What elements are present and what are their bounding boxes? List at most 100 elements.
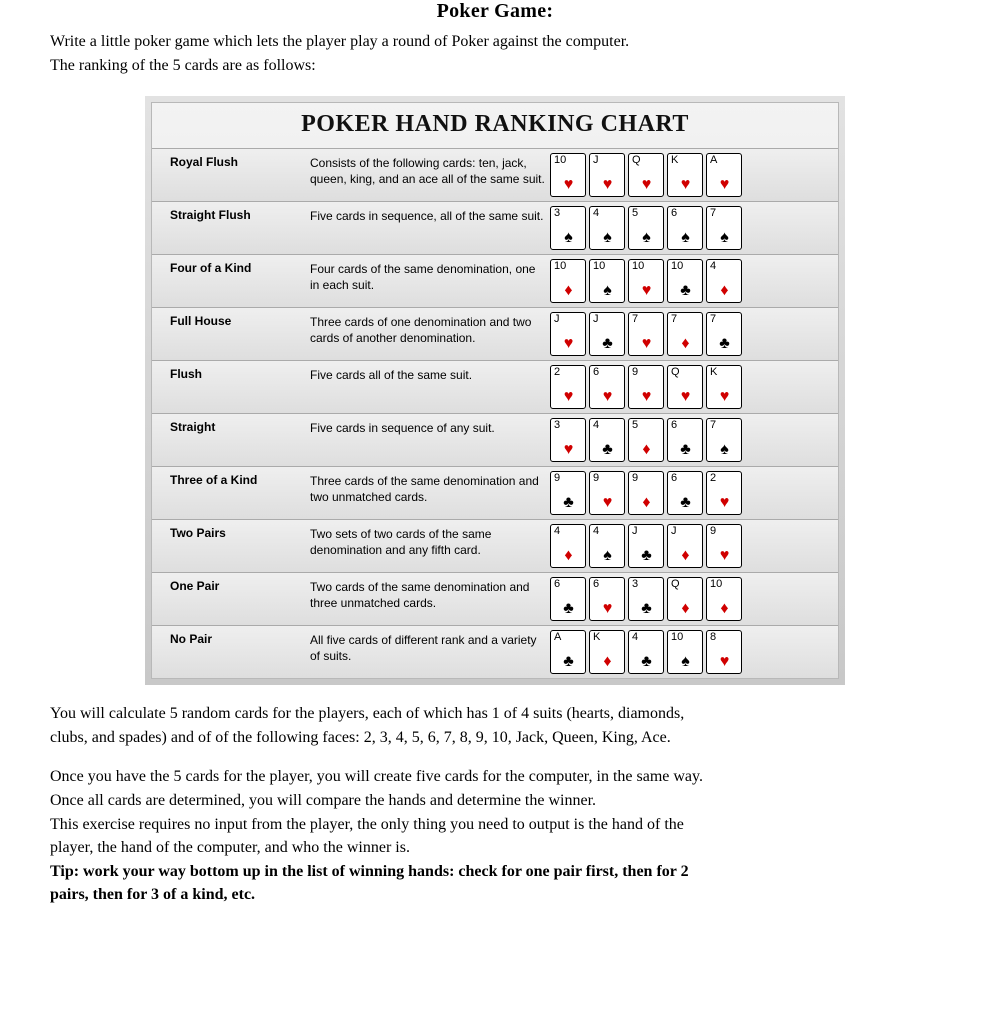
card-rank: 6 (593, 367, 622, 378)
hand-name: Four of a Kind (170, 259, 310, 303)
para2-line1: You will calculate 5 random cards for th… (50, 703, 940, 725)
heart-suit-icon: ♥ (603, 601, 613, 617)
diamond-suit-icon: ♦ (720, 283, 728, 299)
spade-suit-icon: ♠ (720, 442, 729, 458)
card-rank: 8 (710, 632, 739, 643)
spade-suit-icon: ♠ (720, 230, 729, 246)
heart-suit-icon: ♥ (720, 177, 730, 193)
playing-card: 6♣ (667, 471, 703, 515)
hand-row: One PairTwo cards of the same denominati… (152, 572, 838, 625)
hand-row: FlushFive cards all of the same suit.2♥6… (152, 360, 838, 413)
playing-card: 2♥ (706, 471, 742, 515)
heart-suit-icon: ♥ (642, 389, 652, 405)
club-suit-icon: ♣ (641, 654, 652, 670)
heart-suit-icon: ♥ (642, 177, 652, 193)
hand-name: Full House (170, 312, 310, 356)
heart-suit-icon: ♥ (603, 389, 613, 405)
para3-line2: Once all cards are determined, you will … (50, 790, 940, 812)
hand-name: Royal Flush (170, 153, 310, 197)
para3-line1: Once you have the 5 cards for the player… (50, 766, 940, 788)
club-suit-icon: ♣ (719, 336, 730, 352)
playing-card: A♥ (706, 153, 742, 197)
spade-suit-icon: ♠ (681, 654, 690, 670)
diamond-suit-icon: ♦ (720, 601, 728, 617)
playing-card: 8♥ (706, 630, 742, 674)
playing-card: 3♥ (550, 418, 586, 462)
playing-card: 7♣ (706, 312, 742, 356)
card-rank: 7 (632, 314, 661, 325)
hand-description: Three cards of the same denomination and… (310, 471, 550, 515)
hand-name: No Pair (170, 630, 310, 674)
para3-line3: This exercise requires no input from the… (50, 814, 940, 836)
hand-name: Three of a Kind (170, 471, 310, 515)
card-rank: 9 (632, 473, 661, 484)
hand-cards: 4♦4♠J♣J♦9♥ (550, 524, 830, 568)
card-rank: J (554, 314, 583, 325)
diamond-suit-icon: ♦ (681, 548, 689, 564)
hand-cards: 6♣6♥3♣Q♦10♦ (550, 577, 830, 621)
playing-card: 4♣ (589, 418, 625, 462)
card-rank: 10 (710, 579, 739, 590)
hand-cards: 2♥6♥9♥Q♥K♥ (550, 365, 830, 409)
playing-card: 3♣ (628, 577, 664, 621)
card-rank: 10 (632, 261, 661, 272)
playing-card: J♥ (550, 312, 586, 356)
spade-suit-icon: ♠ (603, 283, 612, 299)
hand-row: StraightFive cards in sequence of any su… (152, 413, 838, 466)
card-rank: 7 (671, 314, 700, 325)
card-rank: 5 (632, 420, 661, 431)
hand-cards: J♥J♣7♥7♦7♣ (550, 312, 830, 356)
hand-cards: 10♦10♠10♥10♣4♦ (550, 259, 830, 303)
playing-card: 9♣ (550, 471, 586, 515)
club-suit-icon: ♣ (563, 654, 574, 670)
card-rank: 9 (632, 367, 661, 378)
card-rank: J (671, 526, 700, 537)
playing-card: J♦ (667, 524, 703, 568)
intro-line-2: The ranking of the 5 cards are as follow… (50, 55, 940, 77)
hand-description: Consists of the following cards: ten, ja… (310, 153, 550, 197)
club-suit-icon: ♣ (680, 495, 691, 511)
hand-name: One Pair (170, 577, 310, 621)
playing-card: 9♥ (589, 471, 625, 515)
card-rank: 9 (554, 473, 583, 484)
hand-description: Five cards in sequence of any suit. (310, 418, 550, 462)
playing-card: 5♠ (628, 206, 664, 250)
spade-suit-icon: ♠ (603, 548, 612, 564)
playing-card: 4♣ (628, 630, 664, 674)
playing-card: 6♠ (667, 206, 703, 250)
card-rank: A (554, 632, 583, 643)
card-rank: 4 (593, 420, 622, 431)
playing-card: 4♦ (550, 524, 586, 568)
diamond-suit-icon: ♦ (564, 548, 572, 564)
diamond-suit-icon: ♦ (603, 654, 611, 670)
card-rank: 3 (632, 579, 661, 590)
heart-suit-icon: ♥ (720, 548, 730, 564)
heart-suit-icon: ♥ (564, 389, 574, 405)
hand-row: Full HouseThree cards of one denominatio… (152, 307, 838, 360)
card-rank: 4 (593, 208, 622, 219)
card-rank: K (671, 155, 700, 166)
playing-card: 7♥ (628, 312, 664, 356)
heart-suit-icon: ♥ (564, 336, 574, 352)
hands-container: Royal FlushConsists of the following car… (152, 148, 838, 678)
playing-card: 7♦ (667, 312, 703, 356)
playing-card: 2♥ (550, 365, 586, 409)
playing-card: Q♥ (628, 153, 664, 197)
playing-card: J♥ (589, 153, 625, 197)
card-rank: 6 (593, 579, 622, 590)
playing-card: Q♥ (667, 365, 703, 409)
playing-card: 6♥ (589, 577, 625, 621)
card-rank: 4 (710, 261, 739, 272)
hand-description: Two sets of two cards of the same denomi… (310, 524, 550, 568)
card-rank: 9 (593, 473, 622, 484)
heart-suit-icon: ♥ (681, 177, 691, 193)
diamond-suit-icon: ♦ (642, 495, 650, 511)
diamond-suit-icon: ♦ (564, 283, 572, 299)
hand-description: Five cards all of the same suit. (310, 365, 550, 409)
club-suit-icon: ♣ (680, 442, 691, 458)
card-rank: 10 (593, 261, 622, 272)
heart-suit-icon: ♥ (720, 389, 730, 405)
playing-card: 10 ♦ (706, 577, 742, 621)
card-rank: 4 (554, 526, 583, 537)
card-rank: 4 (593, 526, 622, 537)
